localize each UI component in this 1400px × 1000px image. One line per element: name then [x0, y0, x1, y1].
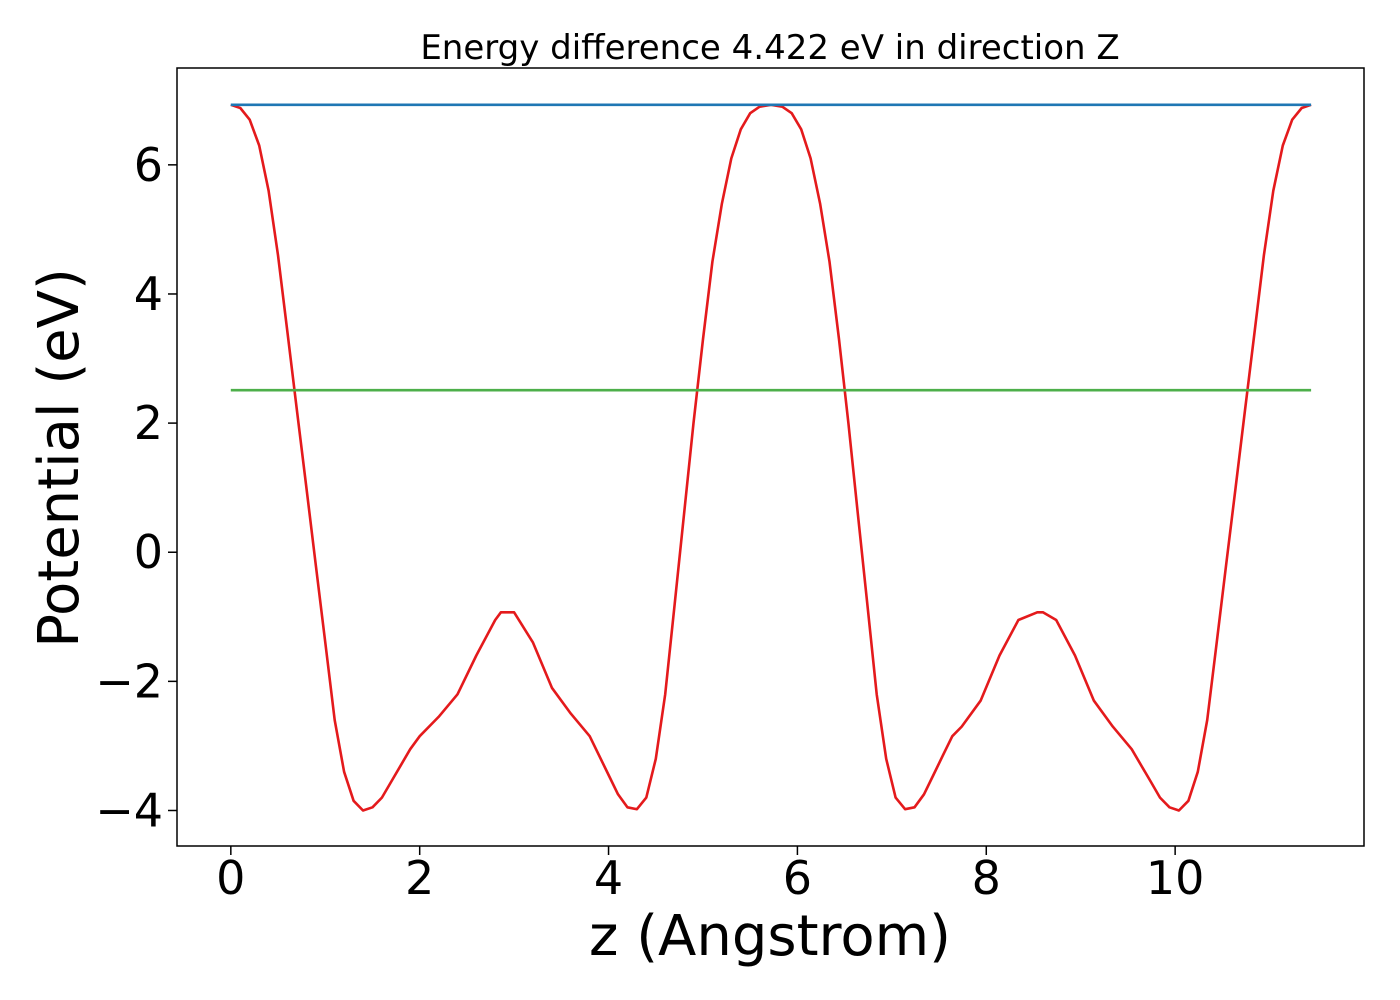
x-tick-label: 6 — [783, 851, 812, 905]
series-line-0 — [230, 103, 1312, 812]
plot-lines — [230, 103, 1312, 812]
x-tick-label: 10 — [1146, 851, 1205, 905]
y-axis-label: Potential (eV) — [27, 268, 92, 648]
x-tick-label: 4 — [594, 851, 623, 905]
y-tick-label: −2 — [95, 654, 163, 708]
x-tick-label: 0 — [216, 851, 245, 905]
x-tick-label: 8 — [972, 851, 1001, 905]
y-axis-ticks: −4 −2 0 2 4 6 — [95, 138, 177, 837]
chart-title: Energy difference 4.422 eV in direction … — [420, 28, 1119, 68]
y-tick-label: 6 — [134, 138, 163, 192]
x-tick-label: 2 — [405, 851, 434, 905]
y-tick-label: 2 — [134, 396, 163, 450]
x-axis-ticks: 0 2 4 6 8 10 — [216, 846, 1204, 905]
x-axis-label: z (Angstrom) — [589, 904, 951, 969]
y-tick-label: 4 — [134, 267, 163, 321]
plot-frame — [176, 67, 1365, 847]
y-tick-label: 0 — [134, 525, 163, 579]
y-tick-label: −4 — [95, 783, 163, 837]
